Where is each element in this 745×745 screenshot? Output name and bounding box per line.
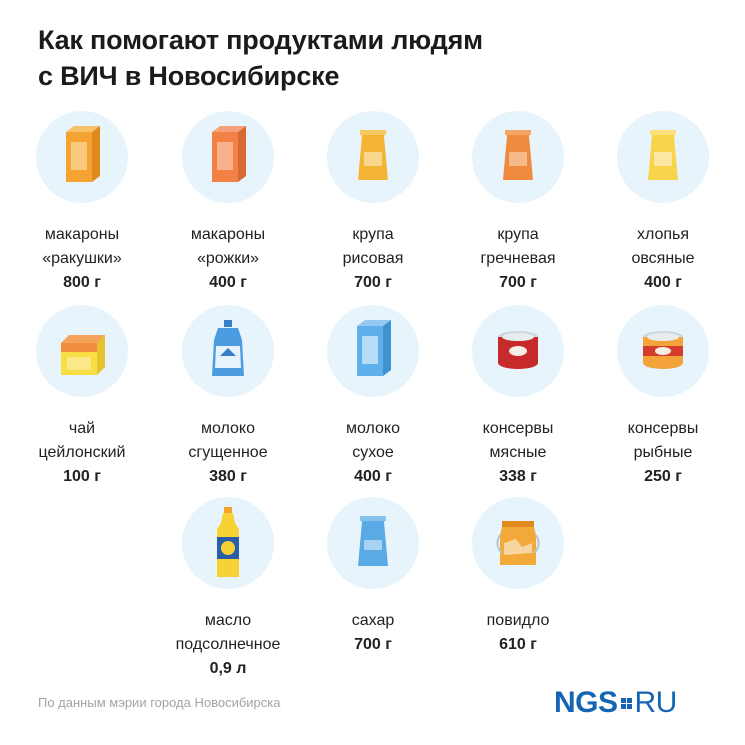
item-label-line-1: консервы (482, 420, 554, 437)
product-item: хлопья овсяные 400 г (590, 111, 736, 295)
oat-bag-icon (617, 111, 709, 203)
product-item: крупа гречневая 700 г (445, 111, 591, 295)
item-label-line-1: макароны (190, 226, 266, 243)
sugar-bag-icon (327, 497, 419, 589)
item-label-line-2: гречневая (480, 250, 556, 267)
product-item: чай цейлонский 100 г (9, 305, 155, 489)
product-item: макароны «ракушки» 800 г (9, 111, 155, 295)
fish-can-icon (617, 305, 709, 397)
logo-square-icon (620, 697, 632, 709)
page-title: Как помогают продуктами людям с ВИЧ в Но… (38, 22, 483, 94)
item-label-line-1: макароны (44, 226, 120, 243)
item-label-line-2: овсяные (631, 250, 695, 267)
rice-bag-icon (327, 111, 419, 203)
source-note: По данным мэрии города Новосибирска (38, 695, 281, 710)
oil-bottle-icon (182, 497, 274, 589)
item-amount: 0,9 л (209, 660, 247, 677)
item-label-line-1: молоко (200, 420, 256, 437)
jam-jar-icon (472, 497, 564, 589)
item-label-line-2: «рожки» (196, 250, 260, 267)
item-amount: 700 г (499, 274, 537, 291)
item-label-line-2: цейлонский (38, 444, 126, 461)
item-amount: 400 г (644, 274, 682, 291)
meat-can-icon (472, 305, 564, 397)
item-label-line-1: крупа (352, 226, 394, 243)
item-label-line-1: повидло (486, 612, 550, 629)
product-item: повидло 610 г (445, 497, 591, 657)
item-amount: 700 г (354, 636, 392, 653)
product-item: крупа рисовая 700 г (300, 111, 446, 295)
product-item: молоко сухое 400 г (300, 305, 446, 489)
item-amount: 400 г (209, 274, 247, 291)
item-label-line-2: рисовая (342, 250, 404, 267)
item-label-line-1: молоко (345, 420, 401, 437)
logo-ru-text: RU (634, 686, 678, 719)
item-label-line-1: чай (68, 420, 96, 437)
item-label-line-2: сухое (352, 444, 394, 461)
item-label-line-2: сгущенное (188, 444, 268, 461)
item-amount: 400 г (354, 468, 392, 485)
item-label-line-2: «ракушки» (42, 250, 122, 267)
item-amount: 700 г (354, 274, 392, 291)
item-label-line-2: рыбные (633, 444, 693, 461)
item-label-line-1: сахар (351, 612, 395, 629)
pasta-box-icon (182, 111, 274, 203)
product-item: сахар 700 г (300, 497, 446, 657)
milk-powder-box-icon (327, 305, 419, 397)
title-line-2: с ВИЧ в Новосибирске (38, 61, 340, 91)
tea-box-icon (36, 305, 128, 397)
item-label-line-2: мясные (489, 444, 547, 461)
condensed-milk-pouch-icon (182, 305, 274, 397)
item-label-line-1: крупа (497, 226, 539, 243)
product-item: молоко сгущенное 380 г (155, 305, 301, 489)
ngs-logo: NGS RU (554, 686, 677, 720)
item-amount: 800 г (63, 274, 101, 291)
item-amount: 100 г (63, 468, 101, 485)
item-amount: 610 г (499, 636, 537, 653)
product-item: макароны «рожки» 400 г (155, 111, 301, 295)
item-label-line-1: консервы (627, 420, 699, 437)
product-item: масло подсолнечное 0,9 л (155, 497, 301, 681)
item-label-line-1: хлопья (636, 226, 690, 243)
item-amount: 338 г (499, 468, 537, 485)
item-amount: 250 г (644, 468, 682, 485)
item-amount: 380 г (209, 468, 247, 485)
product-item: консервы рыбные 250 г (590, 305, 736, 489)
item-label-line-2: подсолнечное (175, 636, 281, 653)
title-line-1: Как помогают продуктами людям (38, 25, 483, 55)
item-label-line-1: масло (204, 612, 252, 629)
buckwheat-bag-icon (472, 111, 564, 203)
logo-ngs-text: NGS (554, 686, 618, 719)
pasta-box-icon (36, 111, 128, 203)
product-item: консервы мясные 338 г (445, 305, 591, 489)
